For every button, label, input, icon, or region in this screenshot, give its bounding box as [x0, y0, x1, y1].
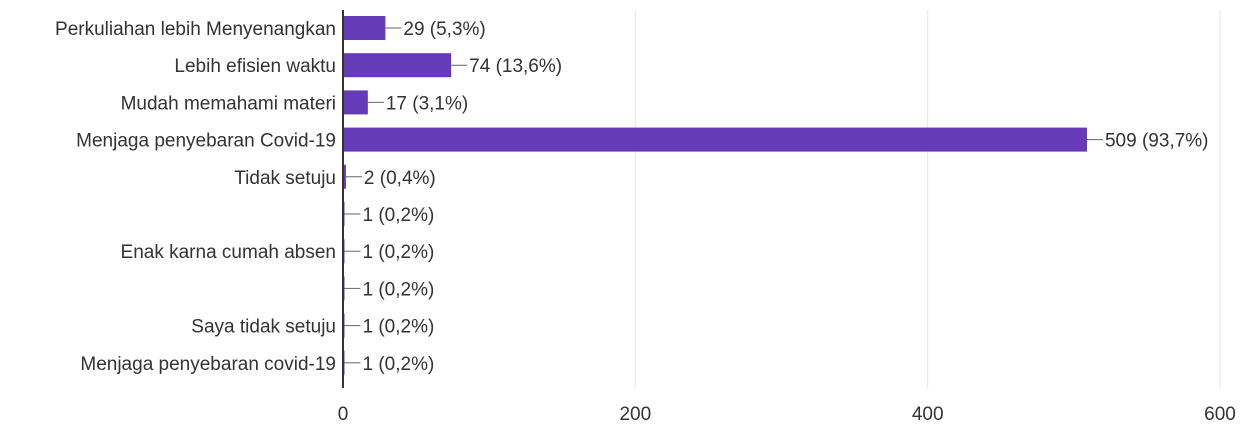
data-label: 2 (0,4%) — [364, 168, 436, 189]
category-label: Perkuliahan lebih Menyenangkan — [55, 19, 336, 40]
bar — [343, 16, 386, 40]
bar — [343, 164, 346, 189]
data-label: 1 (0,2%) — [363, 354, 435, 375]
bar — [343, 90, 368, 115]
category-label: Mudah memahami materi — [121, 93, 336, 114]
data-label: 17 (3,1%) — [386, 93, 468, 114]
bar — [343, 53, 452, 78]
category-label: Menjaga penyebaran Covid-19 — [76, 131, 336, 152]
category-label: Menjaga penyebaran covid-19 — [80, 354, 336, 375]
category-label: Tidak setuju — [234, 168, 336, 189]
category-label: Saya tidak setuju — [191, 317, 336, 338]
x-tick-label: 600 — [1204, 404, 1236, 425]
data-label: 74 (13,6%) — [469, 56, 562, 77]
data-label: 509 (93,7%) — [1105, 131, 1209, 152]
data-label: 1 (0,2%) — [363, 317, 435, 338]
x-tick-label: 200 — [619, 404, 651, 425]
x-tick-label: 400 — [912, 404, 944, 425]
x-tick-label: 0 — [338, 404, 349, 425]
grid-lines — [634, 10, 1221, 388]
data-label: 29 (5,3%) — [403, 19, 485, 40]
labels: 0 200 400 600 Perkuliahan lebih Menyenangkan… — [55, 19, 1236, 425]
data-label: 1 (0,2%) — [363, 242, 435, 263]
category-label: Enak karna cumah absen — [121, 242, 336, 263]
category-label: Lebih efisien waktu — [174, 56, 336, 77]
data-label: 1 (0,2%) — [363, 205, 435, 226]
bars — [343, 16, 1087, 375]
data-label: 1 (0,2%) — [363, 279, 435, 300]
bar — [343, 127, 1087, 152]
